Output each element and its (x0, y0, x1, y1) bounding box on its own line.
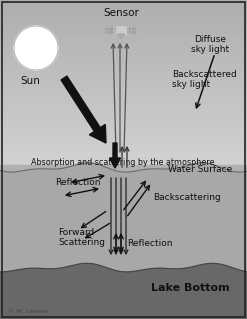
FancyArrow shape (61, 76, 106, 143)
Text: Diffuse
sky light: Diffuse sky light (191, 35, 229, 55)
FancyArrow shape (109, 143, 121, 168)
Text: Sun: Sun (20, 76, 40, 86)
Bar (116, 26, 126, 35)
Bar (0, 270, 247, 319)
Text: Forward
Scattering: Forward Scattering (58, 228, 105, 248)
Text: Reflection: Reflection (127, 239, 172, 248)
Text: Backscattering: Backscattering (153, 194, 221, 203)
Text: Sensor: Sensor (103, 8, 139, 18)
Bar (128, 26, 137, 35)
Text: © M. Laanen: © M. Laanen (8, 309, 49, 314)
Text: Backscattered
sky light: Backscattered sky light (172, 70, 237, 89)
Text: Reflection: Reflection (55, 178, 101, 187)
Polygon shape (117, 34, 125, 39)
Text: Water Surface: Water Surface (168, 165, 232, 174)
Text: Lake Bottom: Lake Bottom (151, 283, 229, 293)
Bar (105, 26, 114, 35)
Bar (0, 165, 247, 275)
Circle shape (14, 26, 58, 70)
Text: Absorption and scattering by the atmosphere: Absorption and scattering by the atmosph… (31, 158, 215, 167)
